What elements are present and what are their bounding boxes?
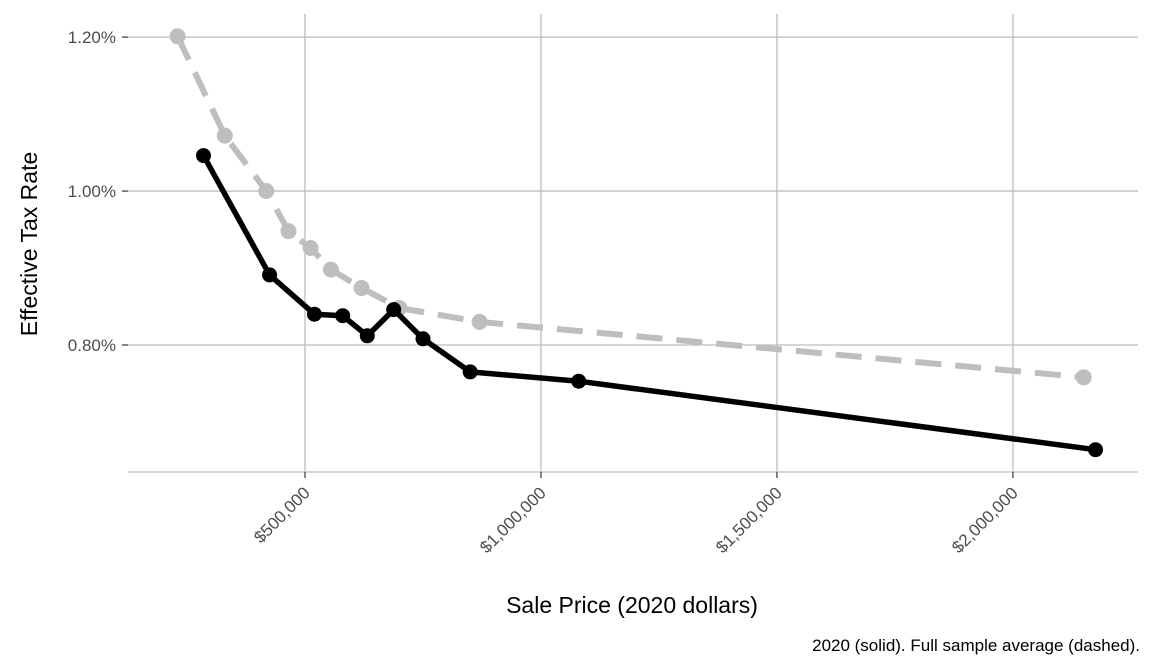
data-point [1075, 369, 1092, 386]
x-tick-label: $1,500,000 [712, 483, 786, 557]
x-tick-label: $1,000,000 [476, 483, 550, 557]
data-point [359, 328, 375, 344]
y-axis-ticks: 0.80% 1.00% 1.20% [68, 28, 128, 355]
data-point [415, 331, 431, 347]
data-series [169, 28, 1103, 458]
x-axis-title: Sale Price (2020 dollars) [506, 592, 758, 618]
x-tick-label: $2,000,000 [948, 483, 1022, 557]
data-point [462, 364, 478, 380]
data-point [306, 306, 322, 322]
data-point [216, 127, 233, 144]
data-point [280, 223, 297, 240]
data-point [302, 240, 319, 256]
data-point [196, 148, 211, 164]
data-point [258, 183, 275, 199]
y-tick-label: 1.20% [68, 28, 116, 47]
gridlines [128, 14, 1138, 473]
y-tick-label: 1.00% [68, 182, 116, 201]
data-point [386, 302, 402, 318]
data-point [335, 308, 351, 324]
data-point [322, 261, 339, 278]
chart-caption: 2020 (solid). Full sample average (dashe… [812, 636, 1140, 655]
solid-series-line [201, 154, 1096, 453]
data-point [169, 28, 186, 45]
y-axis-title: Effective Tax Rate [16, 152, 42, 337]
x-tick-label: $500,000 [250, 483, 314, 547]
dashed-series-line [174, 35, 1084, 381]
series-2020 [196, 148, 1103, 458]
x-axis-ticks: $500,000 $1,000,000 $1,500,000 $2,000,000 [250, 472, 1022, 557]
y-tick-label: 0.80% [68, 336, 116, 355]
data-point [571, 373, 587, 389]
data-point [471, 313, 488, 330]
data-point [353, 280, 370, 296]
data-point [1088, 442, 1103, 458]
data-point [262, 267, 278, 283]
series-full-sample-average [169, 28, 1092, 386]
